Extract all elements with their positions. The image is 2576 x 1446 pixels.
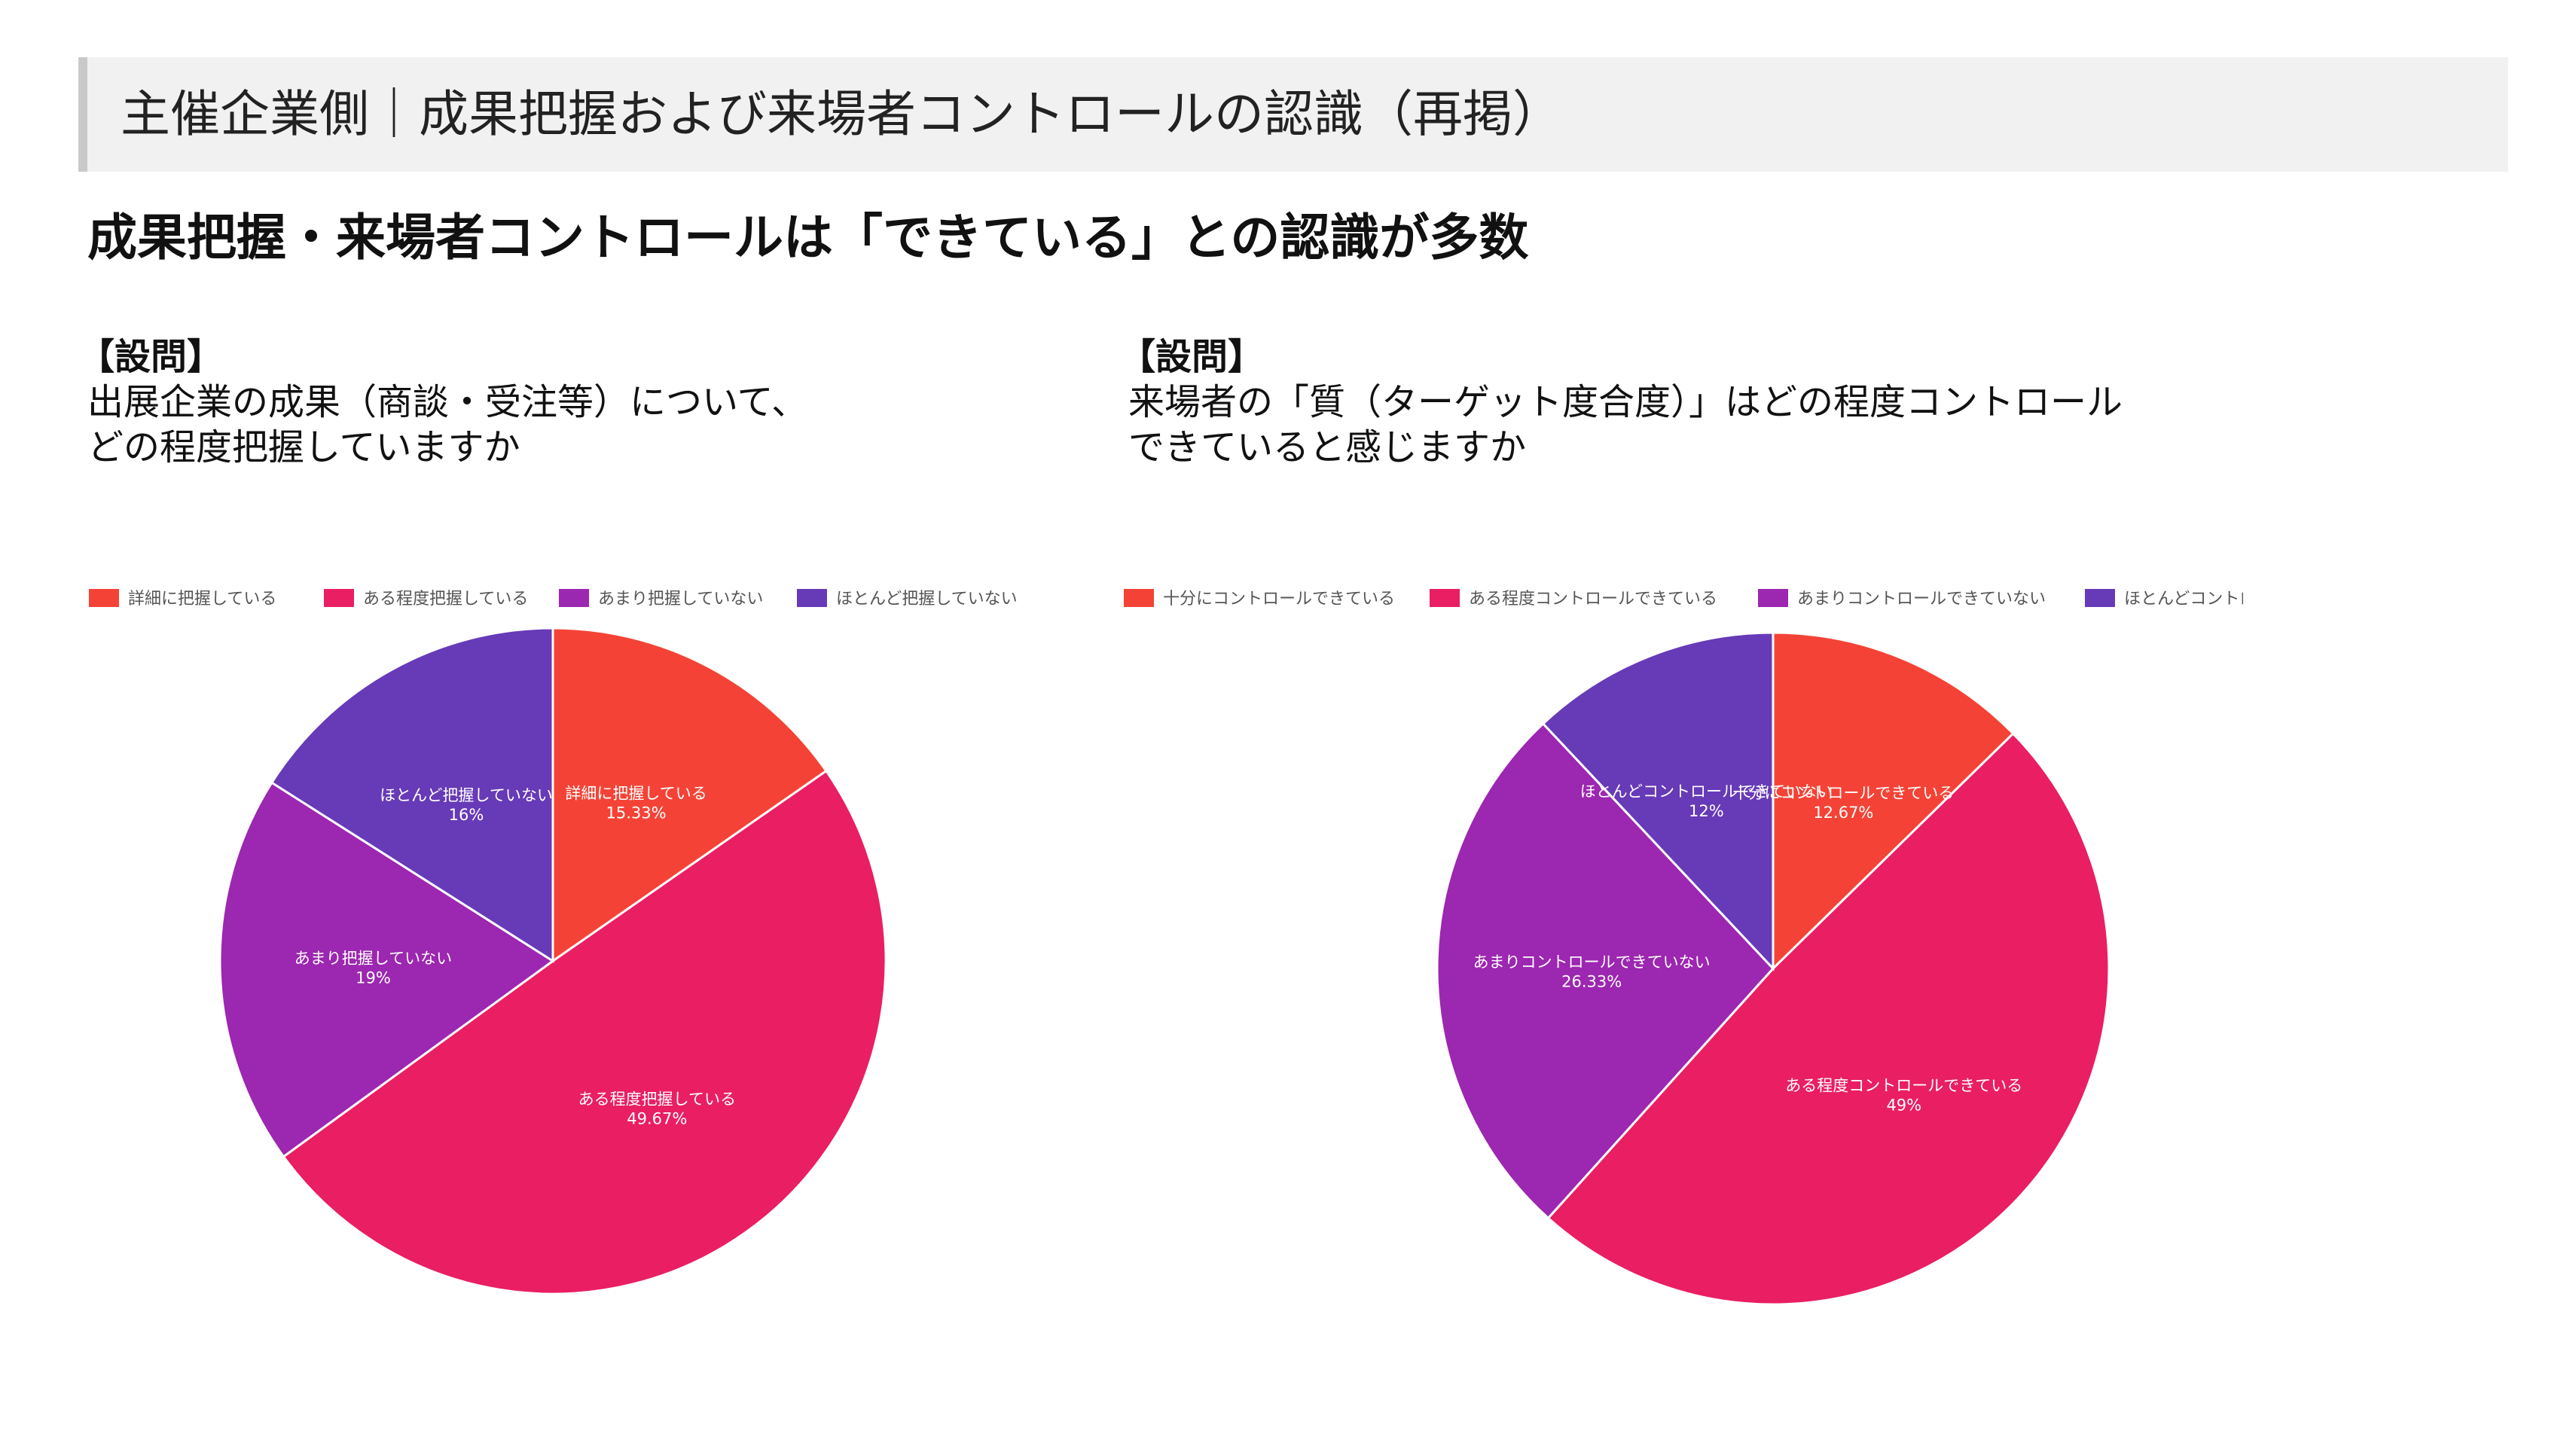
pie-chart-visitor-control: 十分にコントロールできている ある程度コントロールできている あまりコントロールでき… [1124,589,2243,1306]
legend-label: ほとんどコントロールできていない [2124,590,2243,609]
slice-category-label: ある程度コントロールできている [1785,1077,2022,1095]
question-line: 出展企業の成果（商談・受注等）について、 [87,381,808,423]
pie-slice[interactable] [282,769,887,1295]
legend-item: あまり把握していない [559,589,763,609]
slice-value-label: 16% [449,806,484,824]
legend-swatch [89,589,119,607]
legend-item: ある程度把握している [324,589,528,609]
slice-label: 十分にコントロールできている 12.67% [1732,784,1954,822]
question-line: 来場者の「質（ターゲット度合度）」はどの程度コントロール [1128,381,2123,423]
legend-label: 十分にコントロールできている [1163,590,1395,609]
slice-value-label: 49.67% [627,1110,687,1128]
legend-swatch [559,589,589,607]
slice-category-label: あまりコントロールできていない [1473,953,1711,971]
legend-item: 詳細に把握している [89,589,276,609]
question-block-right: 【設問】 来場者の「質（ターゲット度合度）」はどの程度コントロール できていると… [1119,334,2123,470]
legend-swatch [1430,589,1460,607]
question-label: 【設問】 [1119,336,1265,378]
pie-chart-result-tracking: 詳細に把握している ある程度把握している あまり把握していない ほとんど把握していない… [89,589,1018,1295]
slice-category-label: 詳細に把握している [565,784,707,802]
legend-label: あまりコントロールできていない [1797,590,2046,609]
question-line: どの程度把握していますか [87,426,520,468]
pie-slice[interactable] [1772,631,2015,972]
headline: 成果把握・来場者コントロールは「できている」との認識が多数 [87,209,1529,267]
slice-value-label: 12% [1689,802,1724,820]
legend-swatch [2085,589,2115,607]
legend-item: ほとんどコントロールできていない [2085,589,2243,609]
slice-value-label: 49% [1886,1097,1921,1115]
pie-slice[interactable] [1546,731,2111,1306]
slice-label: ある程度コントロールできている 49% [1785,1077,2022,1115]
question-line: できていると感じますか [1128,426,1527,468]
slice-value-label: 12.67% [1813,804,1873,822]
pie-slice[interactable] [1436,721,1775,1220]
legend-label: 詳細に把握している [128,590,276,609]
slice-label: 詳細に把握している 15.33% [565,784,707,822]
legend-item: ある程度コントロールできている [1430,589,1717,609]
legend-label: ある程度コントロールできている [1469,590,1717,609]
pie-slice[interactable] [218,781,555,1158]
slice-category-label: ほとんどコントロールできていない [1580,782,1833,801]
header-bar: 主催企業側｜成果把握および来場者コントロールの認識（再掲） [78,57,2508,172]
question-label: 【設問】 [78,336,224,378]
pie-slice[interactable] [270,627,554,963]
slice-value-label: 26.33% [1561,972,1622,990]
legend-swatch [797,589,827,607]
legend-item: 十分にコントロールできている [1124,589,1395,609]
pie-slice[interactable] [1541,631,1775,972]
slice-label: ほとんど把握していない 16% [380,786,553,824]
legend-swatch [324,589,354,607]
slice-category-label: あまり把握していない [295,949,452,967]
slice-category-label: ほとんど把握していない [380,786,553,804]
slice-value-label: 19% [356,969,391,987]
question-block-left: 【設問】 出展企業の成果（商談・受注等）について、 どの程度把握していますか [78,334,807,470]
legend-item: あまりコントロールできていない [1758,589,2046,609]
legend-label: ある程度把握している [363,590,528,609]
slice-label: あまり把握していない 19% [295,949,452,987]
slice-value-label: 15.33% [606,804,667,822]
legend-label: ほとんど把握していない [836,590,1018,609]
legend-swatch [1758,589,1788,607]
slice-category-label: 十分にコントロールできている [1732,784,1954,802]
legend-label: あまり把握していない [598,590,763,609]
slice-category-label: ある程度把握している [578,1091,736,1109]
page-title: 主催企業側｜成果把握および来場者コントロールの認識（再掲） [121,85,1562,143]
legend-swatch [1124,589,1154,607]
legend-item: ほとんど把握していない [797,589,1018,609]
pie-slice[interactable] [551,627,828,963]
